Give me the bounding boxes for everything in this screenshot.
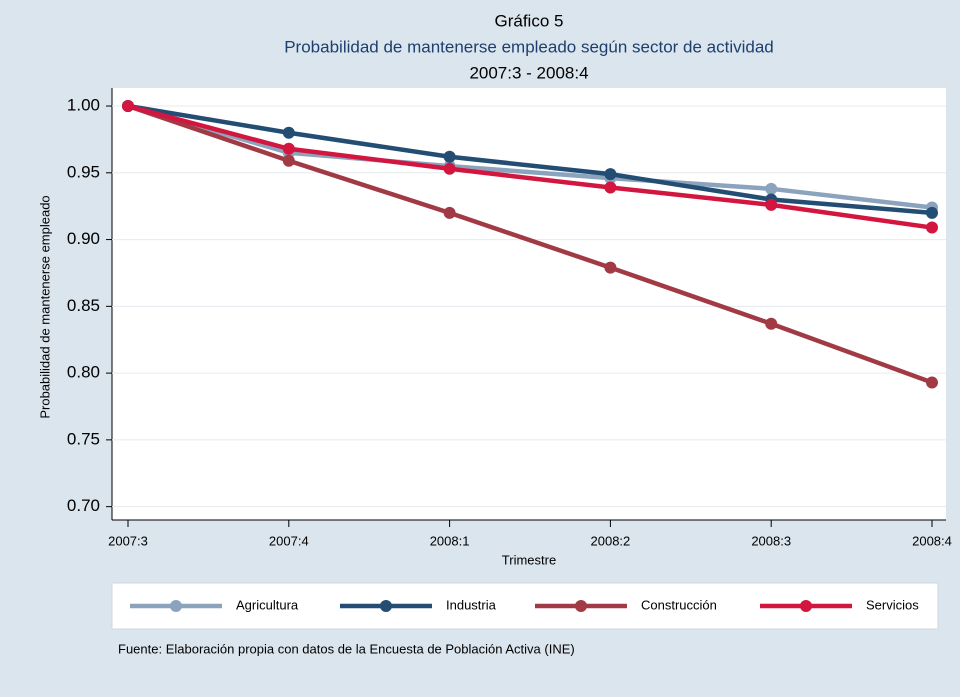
series-point [443,206,456,219]
y-tick-label: 0.90 [67,229,100,248]
series-line [127,103,933,216]
series-point [604,168,617,181]
chart-subtitle: Probabilidad de mantenerse empleado segú… [284,37,774,56]
legend-label: Industria [446,597,497,612]
x-tick-label: 2007:4 [269,533,309,548]
legend-marker [170,600,182,612]
series-point [926,376,938,389]
plot-area [112,88,946,520]
x-tick-label: 2008:3 [751,533,791,548]
series-line [127,103,933,210]
series-point [765,317,778,330]
x-tick-label: 2008:2 [591,533,631,548]
y-tick-label: 0.80 [67,363,100,382]
series-point [443,150,456,163]
series-point [926,206,938,219]
series-line [127,103,933,230]
legend-marker [380,600,392,612]
y-tick-label: 1.00 [67,96,100,115]
source-note: Fuente: Elaboración propia con datos de … [118,641,575,656]
chart-period: 2007:3 - 2008:4 [469,63,588,82]
y-tick-label: 0.85 [67,296,100,315]
series-point [122,100,134,113]
series-point [604,181,617,194]
x-tick-label: 2008:1 [430,533,470,548]
x-tick-label: 2008:4 [912,533,952,548]
legend-label: Servicios [866,597,919,612]
legend-marker [800,600,812,612]
series-point [765,182,778,195]
series-point [926,221,938,234]
series-point [604,261,617,274]
series-point [765,198,778,211]
legend-label: Construcción [641,597,717,612]
series-point [282,126,295,139]
x-tick-label: 2007:3 [108,533,148,548]
series-point [282,154,295,167]
series-point [282,142,295,155]
series-line [127,103,933,385]
y-tick-label: 0.70 [67,496,100,515]
x-axis-title: Trimestre [502,552,556,567]
series-point [443,162,456,175]
y-tick-label: 0.75 [67,429,100,448]
legend-label: Agricultura [236,597,299,612]
y-axis-title: Probabilidad de mantenerse empleado [37,195,52,418]
chart-title: Gráfico 5 [495,11,564,30]
legend-marker [575,600,587,612]
y-tick-label: 0.95 [67,162,100,181]
